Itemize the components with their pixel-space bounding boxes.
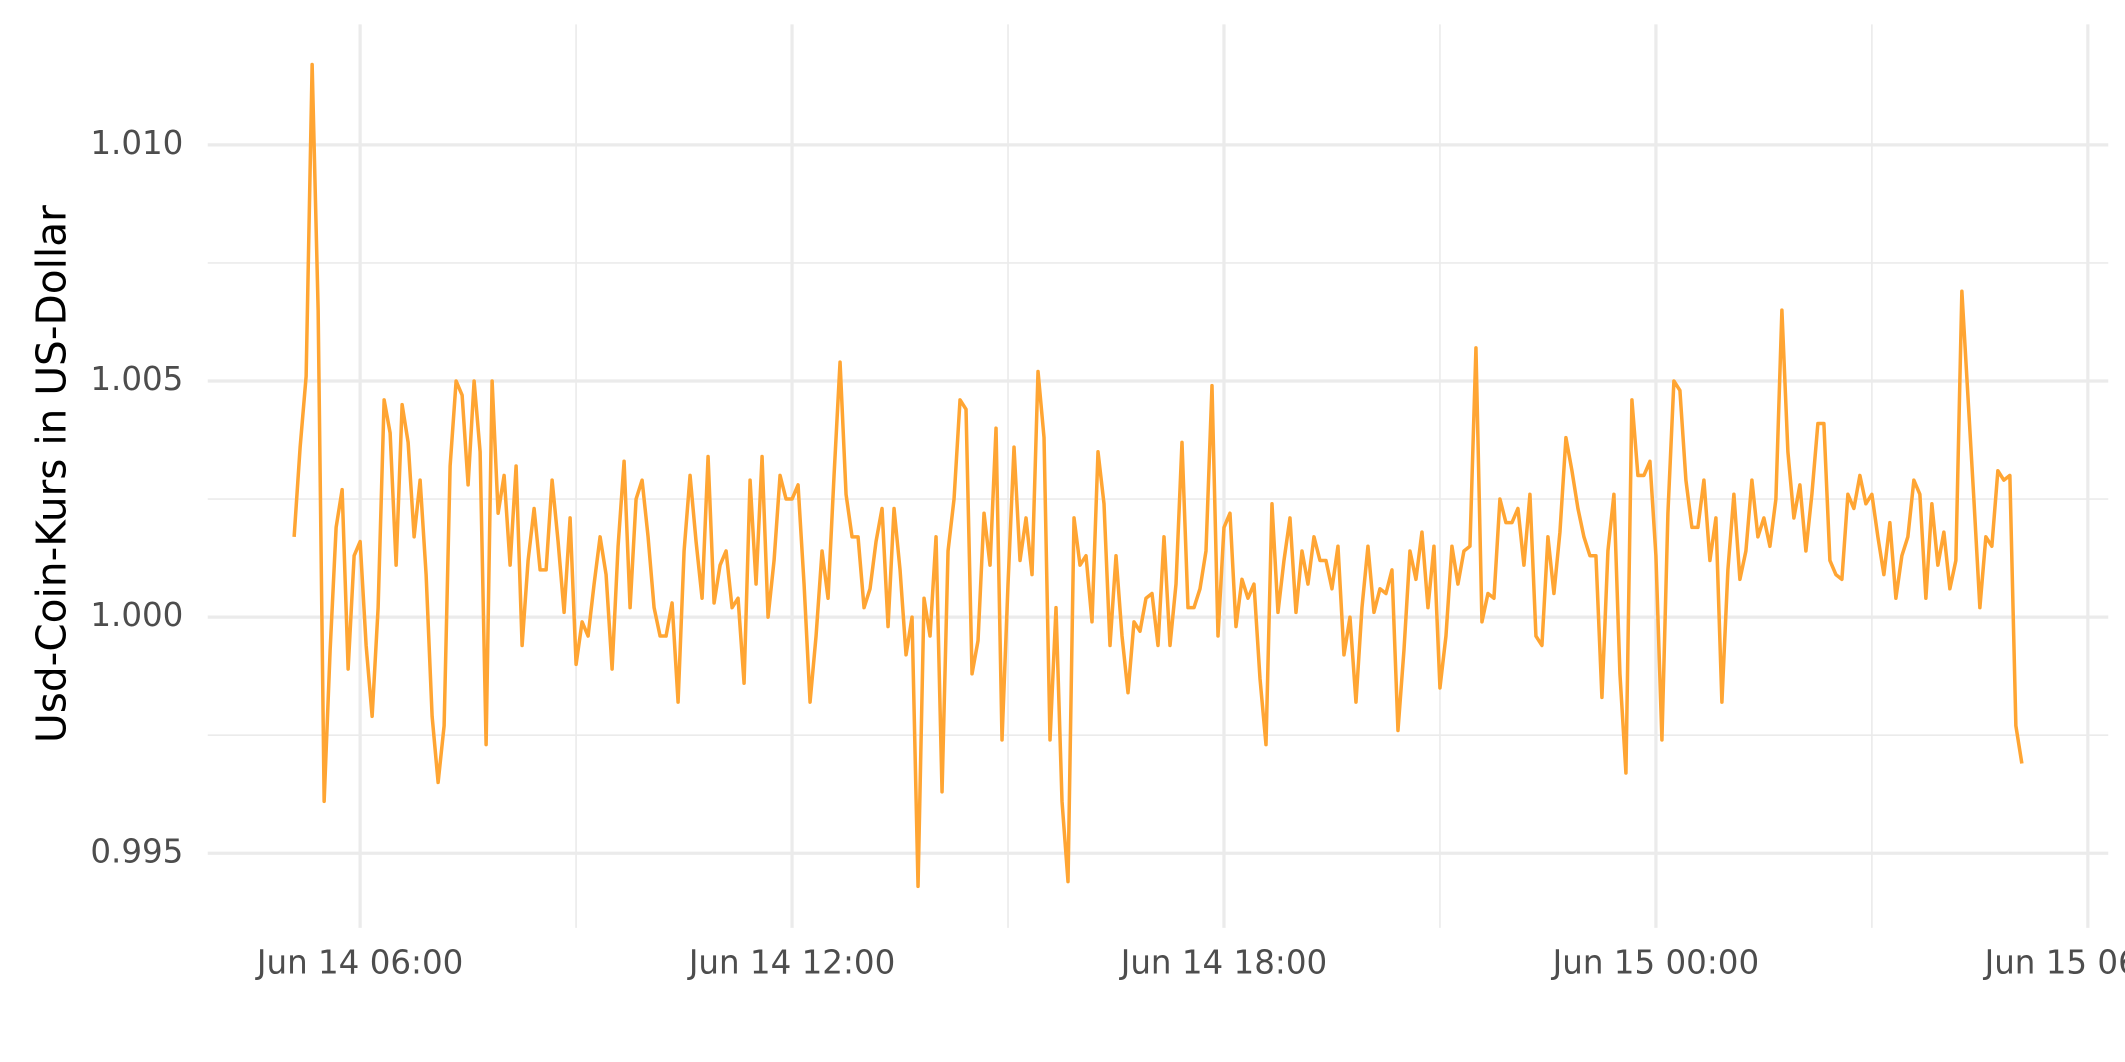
x-tick-label: Jun 14 06:00 <box>255 943 463 981</box>
y-tick-label: 1.010 <box>90 124 183 162</box>
y-tick-label: 1.000 <box>90 596 183 634</box>
x-tick-label: Jun 14 18:00 <box>1119 943 1327 981</box>
x-tick-label: Jun 15 00:00 <box>1551 943 1759 981</box>
x-tick-label: Jun 14 12:00 <box>687 943 895 981</box>
x-tick-label: Jun 15 06:00 <box>1983 943 2125 981</box>
price-line <box>292 62 2024 889</box>
y-tick-label: 1.005 <box>90 360 183 398</box>
y-axis-title: Usd-Coin-Kurs in US-Dollar <box>28 205 76 743</box>
y-tick-label: 0.995 <box>90 832 183 870</box>
